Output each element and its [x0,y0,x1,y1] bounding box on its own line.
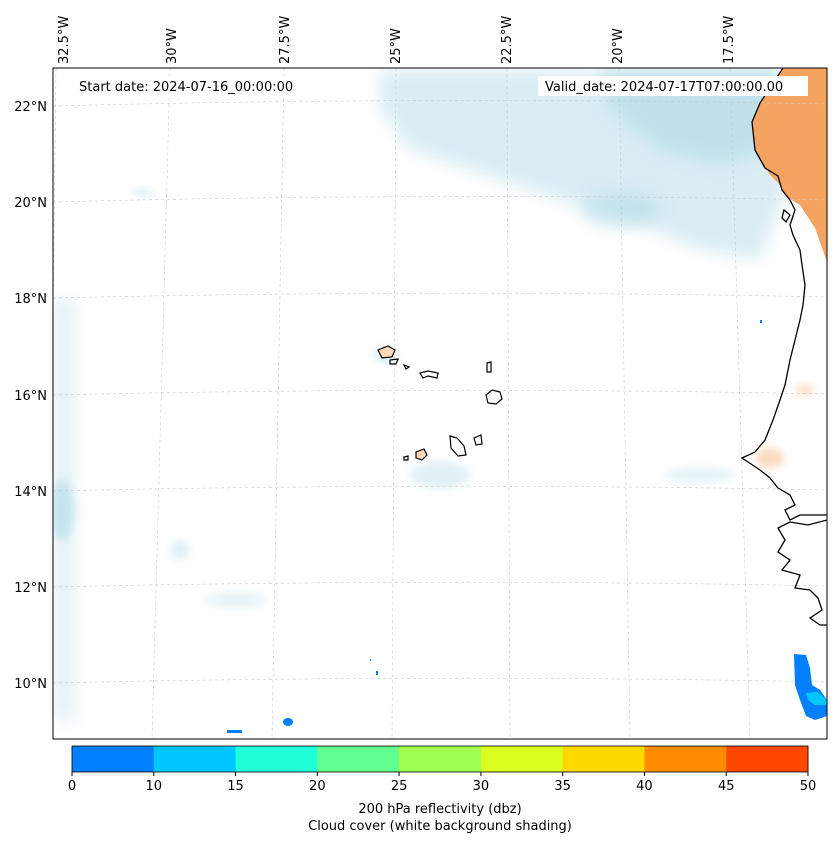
parallel-14n [53,485,827,492]
valid-label-box [538,76,808,96]
colorbar-tick-label: 0 [68,779,76,794]
start-date-label: Start date: 2024-07-16_00:00:00 [79,80,293,95]
date-annotations: Start date: 2024-07-16_00:00:00 Valid_da… [72,76,808,96]
parallel-16n [53,389,827,396]
island-brava [403,455,409,461]
island-sao-nicolau [419,370,439,379]
lon-label: 30°W [165,28,180,64]
lat-label: 16°N [14,389,47,404]
meridian-27-5w [271,68,285,739]
colorbar-tick-label: 50 [800,779,817,794]
lat-label: 22°N [14,100,47,115]
colorbar-tick-label: 20 [309,779,326,794]
colorbar-tick-label: 35 [554,779,571,794]
island-santiago [449,435,467,457]
longitude-labels: 32.5°W 30°W 27.5°W 25°W 22.5°W 20°W 17.5… [57,16,737,64]
gambia-guinea-coast [777,519,827,626]
lon-label: 27.5°W [278,16,293,64]
island-fogo [415,448,428,461]
lat-label: 20°N [14,196,47,211]
colorbar-segment [235,746,318,772]
reflectivity-cell-s3 [376,671,378,675]
reflectivity-cell-se-core [806,692,827,705]
parallel-18n [53,292,827,299]
lat-label: 12°N [14,581,47,596]
parallel-10n [53,677,827,684]
cape-verde-coast-inlet [781,208,791,224]
colorbar-segment [153,746,237,772]
island-sal [486,361,492,373]
colorbar-tick-label: 40 [636,779,653,794]
colorbar-tick-label: 45 [718,779,735,794]
meridian-17-5w [729,68,751,739]
island-santa-luzia [402,363,411,370]
lon-label: 32.5°W [57,16,72,64]
colorbar-segment [399,746,482,772]
coastline [740,68,827,626]
start-label-box [72,76,318,96]
cloud-patch-east-2 [665,467,735,483]
map-frame [52,67,828,740]
colorbar-label-line1: 200 hPa reflectivity (dbz) [358,802,521,817]
meridian-25w [391,68,397,739]
colorbar-frame [71,745,809,773]
reflectivity-cell-s4 [370,659,371,661]
reflectivity-cell-s1 [283,718,293,726]
colorbar-ticks: 0 10 15 20 25 30 35 40 45 50 [68,772,816,794]
graticule [53,68,827,739]
lon-label: 25°W [389,28,404,64]
cloud-patch-nw [131,189,155,197]
island-maio [473,434,483,446]
colorbar: 0 10 15 20 25 30 35 40 45 50 200 hPa reflectivity… [68,745,816,834]
cloud-patch-east [580,192,660,228]
cloud-patch-west [53,480,74,540]
colorbar-tick-label: 15 [227,779,244,794]
meridian-30w [151,68,171,739]
land-warm-patch [756,448,784,468]
meridian-22-5w [506,68,511,739]
colorbar-segment [72,746,155,772]
cape-verde-islands [377,345,503,461]
parallel-20n [53,196,827,203]
land-warm-patch-2 [795,385,815,395]
parallel-12n [53,581,827,588]
valid-date-label: Valid_date: 2024-07-17T07:00:00.00 [545,80,783,95]
colorbar-tick-label: 25 [391,779,408,794]
colorbar-segment [562,746,645,772]
cloud-patch-islands [410,461,470,489]
colorbar-segments [72,746,809,772]
colorbar-segment [480,746,564,772]
cloud-patch-south [170,540,190,560]
cloud-patch-south-2 [205,592,265,608]
island-sao-vicente [389,358,399,365]
africa-coast [740,68,827,521]
lat-label: 18°N [14,292,47,307]
reflectivity-cell-s2 [227,730,242,733]
colorbar-segment [726,746,809,772]
lon-label: 20°W [611,28,626,64]
reflectivity-cell-e [760,320,762,323]
reflectivity-layer [227,320,827,733]
meridian-20w [618,68,631,739]
lon-label: 22.5°W [500,16,515,64]
parallel-22n [53,100,827,107]
island-boa-vista [485,389,503,405]
colorbar-tick-label: 10 [146,779,163,794]
colorbar-tick-label: 30 [473,779,490,794]
lon-label: 17.5°W [722,16,737,64]
lat-label: 14°N [14,485,47,500]
land-hot-region [752,68,827,262]
colorbar-segment [644,746,727,772]
map-panel: Start date: 2024-07-16_00:00:00 Valid_da… [53,68,827,739]
lat-label: 10°N [14,677,47,692]
land-temperature-layer [752,68,827,468]
colorbar-segment [317,746,400,772]
latitude-labels: 22°N 20°N 18°N 16°N 14°N 12°N 10°N [14,100,47,692]
island-santo-antao [377,345,396,359]
colorbar-label-line2: Cloud cover (white background shading) [308,819,572,834]
